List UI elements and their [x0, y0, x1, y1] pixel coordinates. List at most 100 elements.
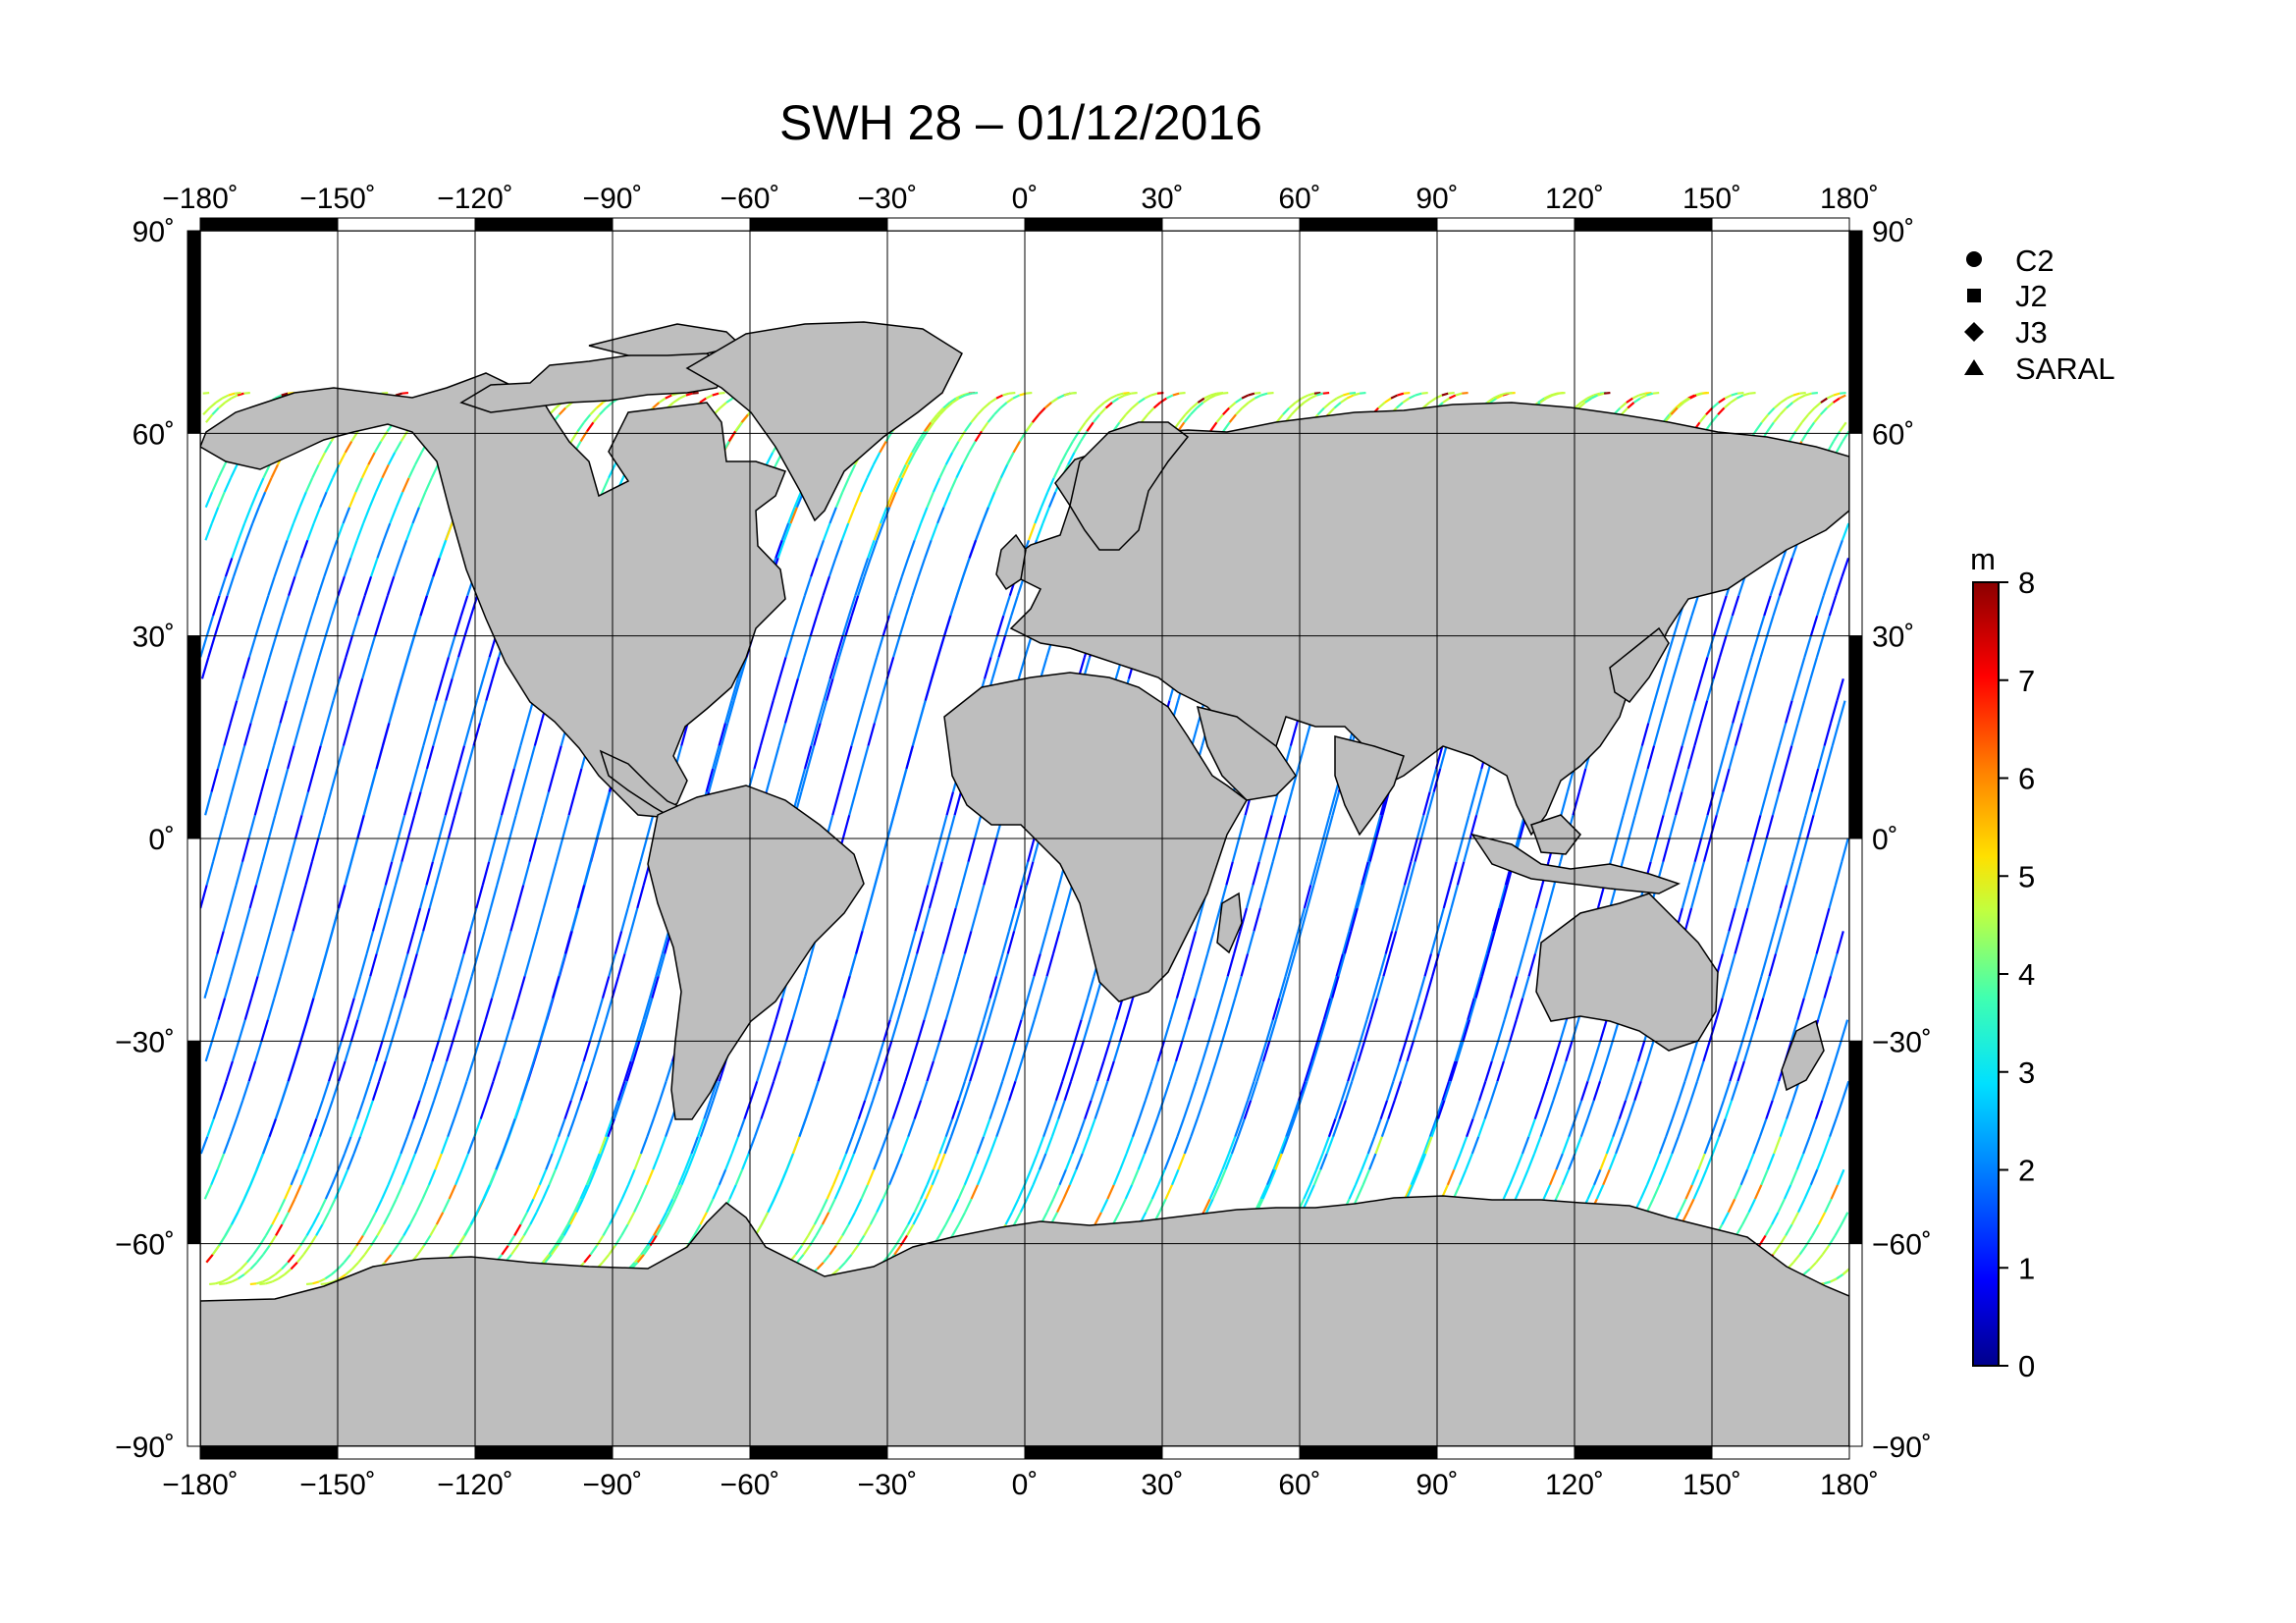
track-segment [773, 1060, 781, 1082]
track-segment [900, 1136, 910, 1155]
track-segment [310, 595, 320, 617]
track-segment [318, 1118, 328, 1138]
track-segment [1630, 1060, 1639, 1082]
track-segment [579, 1080, 589, 1102]
track-segment [1750, 635, 1759, 658]
track-segment [1123, 391, 1130, 395]
track-segment [876, 522, 884, 541]
lon-tick-label: 90˚ [1415, 1469, 1458, 1501]
track-segment [275, 615, 284, 637]
track-segment [1275, 413, 1284, 423]
track-segment [1731, 392, 1738, 397]
track-segment [304, 615, 313, 637]
track-segment [948, 907, 957, 932]
track-segment [1019, 1198, 1029, 1214]
track-segment [1590, 394, 1599, 400]
track-segment [1361, 1153, 1369, 1170]
track-segment [298, 491, 307, 509]
track-segment [1784, 745, 1793, 770]
track-segment [623, 1060, 632, 1082]
track-segment [1814, 1100, 1824, 1120]
track-segment [417, 491, 427, 509]
track-segment [415, 931, 425, 954]
track-segment [431, 838, 441, 863]
track-segment [1045, 907, 1054, 932]
track-segment [646, 1118, 655, 1138]
track-segment [1373, 814, 1382, 839]
track-segment [585, 1060, 595, 1082]
track-segment [386, 575, 396, 597]
track-segment [1631, 394, 1640, 400]
track-segment [604, 1118, 614, 1138]
track-segment [1032, 1168, 1041, 1186]
track-segment [1724, 394, 1733, 400]
track-segment [832, 1168, 841, 1186]
track-segment [784, 635, 794, 658]
track-segment [420, 1118, 429, 1138]
track-segment [1835, 575, 1843, 597]
track-segment [262, 931, 272, 954]
track-segment [1325, 1136, 1335, 1155]
track-segment [384, 1040, 394, 1062]
track-segment [400, 838, 409, 863]
track-segment [850, 723, 859, 746]
track-segment [1817, 745, 1826, 770]
track-segment [879, 507, 888, 524]
track-segment [955, 394, 963, 400]
lon-tick-label: −30˚ [858, 1469, 918, 1501]
track-segment [626, 1212, 635, 1225]
track-segment [1202, 1080, 1211, 1102]
track-segment [1836, 931, 1844, 954]
track-segment [970, 907, 979, 932]
map-area[interactable] [199, 230, 1850, 1447]
land-australia [1535, 893, 1719, 1052]
track-segment [1240, 953, 1250, 977]
track-segment [438, 700, 448, 724]
track-segment [854, 575, 863, 597]
track-segment [639, 1136, 649, 1155]
track-segment [776, 539, 786, 559]
track-segment [1766, 931, 1776, 954]
track-segment [1821, 907, 1831, 932]
track-segment [401, 391, 409, 395]
track-segment [210, 507, 220, 524]
track-segment [888, 491, 897, 509]
track-segment [1548, 1168, 1558, 1186]
track-segment [1705, 406, 1714, 416]
track-segment [338, 657, 347, 679]
track-segment [1384, 397, 1392, 404]
track-segment [1074, 1019, 1083, 1042]
track-segment [1599, 1019, 1608, 1042]
track-segment [312, 507, 322, 524]
track-segment [1177, 1153, 1186, 1170]
track-segment [1027, 838, 1036, 863]
frame-segment [1574, 1445, 1713, 1460]
land-madagascar [1216, 892, 1243, 954]
track-segment [1092, 413, 1101, 423]
track-segment [1411, 998, 1420, 1020]
track-segment [680, 1168, 689, 1186]
track-segment [336, 745, 345, 770]
track-segment [895, 975, 904, 999]
track-segment [1051, 885, 1061, 909]
colorbar-gradient [1972, 581, 2000, 1367]
circle-marker-icon [1966, 251, 1982, 267]
track-segment [640, 1245, 649, 1256]
track-segment [705, 1198, 715, 1214]
track-segment [1706, 635, 1715, 658]
track-segment [1414, 838, 1422, 863]
frame-segment [199, 217, 339, 232]
track-segment [1375, 975, 1385, 999]
track-segment [1684, 615, 1693, 637]
track-segment [1552, 1040, 1562, 1062]
track-segment [500, 791, 509, 816]
track-segment [1773, 413, 1782, 423]
track-segment [1401, 885, 1411, 909]
track-segment [200, 1136, 209, 1155]
track-segment [1241, 402, 1250, 409]
track-segment [1571, 1019, 1580, 1042]
track-segment [1196, 402, 1204, 409]
track-segment [1731, 595, 1740, 617]
track-segment [911, 441, 920, 454]
track-segment [942, 402, 951, 409]
